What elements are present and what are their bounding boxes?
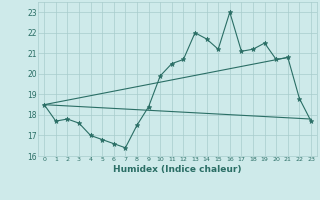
X-axis label: Humidex (Indice chaleur): Humidex (Indice chaleur) (113, 165, 242, 174)
